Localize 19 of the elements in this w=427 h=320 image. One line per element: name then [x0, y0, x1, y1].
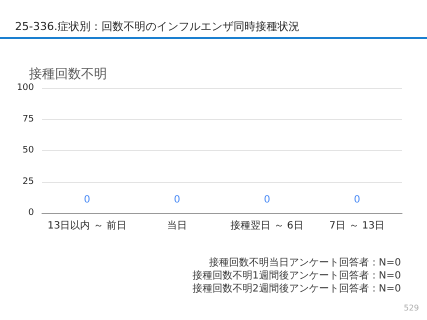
y-tick-label: 75: [22, 114, 34, 124]
text: 接種回数不明2週間後アンケート回答者：N=0: [192, 282, 402, 294]
x-tick-label: 接種翌日 ～ 6日: [230, 220, 304, 232]
data-label: 0: [174, 194, 180, 206]
x-tick-label: 13日以内 ～ 前日: [47, 220, 127, 232]
y-tick-label: 0: [28, 208, 34, 218]
y-tick-label: 50: [22, 146, 34, 156]
data-label: 0: [84, 194, 90, 206]
x-tick-label: 7日 ～ 13日: [329, 220, 385, 232]
y-tick-label: 100: [16, 83, 34, 93]
text: 接種回数不明当日アンケート回答者：N=0: [208, 256, 402, 268]
data-label: 0: [354, 194, 360, 206]
text: 接種回数不明1週間後アンケート回答者：N=0: [192, 270, 402, 282]
text: 529: [404, 304, 420, 312]
x-tick-label: 当日: [167, 220, 187, 232]
chart-title: 25-336.症状別：回数不明のインフルエンザ同時接種状況: [15, 20, 300, 33]
data-label: 0: [264, 194, 270, 206]
chart-subtitle: 接種回数不明: [29, 67, 107, 82]
y-tick-label: 25: [22, 176, 34, 187]
